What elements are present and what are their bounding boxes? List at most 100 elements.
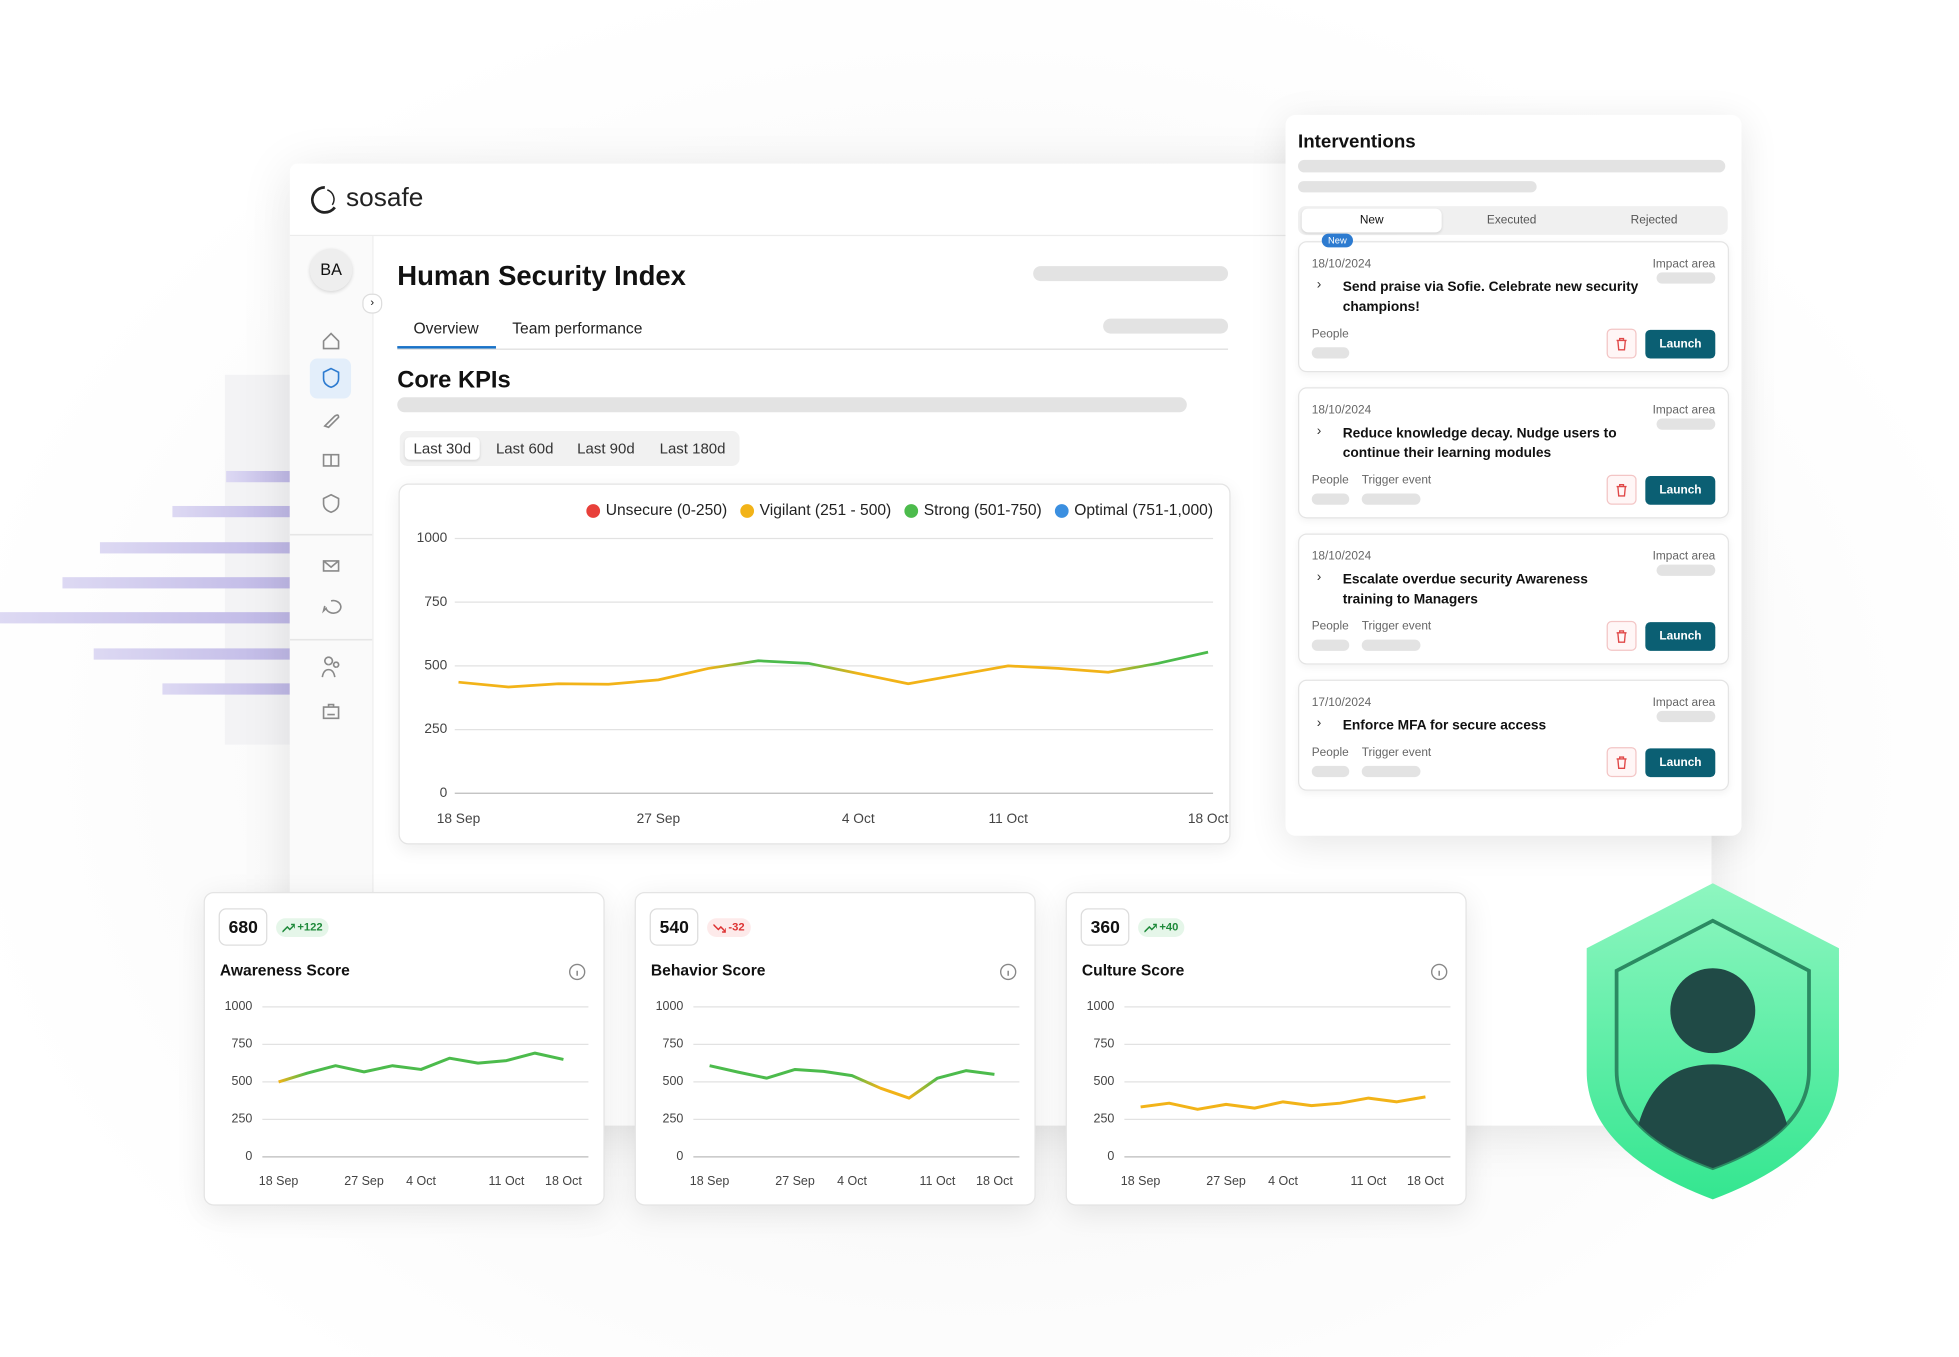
nav-chat[interactable]: [322, 599, 342, 614]
decor-bar: [162, 683, 290, 695]
delete-button[interactable]: [1606, 620, 1637, 651]
x-tick-label: 18 Oct: [545, 1174, 582, 1188]
nav-mail[interactable]: [322, 560, 340, 572]
trash-icon: [1616, 483, 1627, 497]
score-title: Behavior Score: [650, 961, 766, 980]
panel-tabs: New Executed Rejected: [1298, 206, 1728, 235]
nav-index[interactable]: [322, 367, 340, 389]
y-tick-label: 750: [1094, 1037, 1115, 1051]
score-value: 680: [218, 908, 268, 946]
range-chip[interactable]: Last 60d: [495, 439, 554, 458]
nav-teams[interactable]: [322, 703, 340, 720]
tab-rule: [397, 348, 1229, 350]
trash-icon: [1616, 755, 1627, 769]
decor-bar: [62, 577, 290, 589]
intervention-card: 18/10/2024 Impact area › Reduce knowledge d…: [1298, 387, 1730, 519]
legend-swatch: [904, 504, 919, 518]
x-tick-label: 18 Sep: [690, 1174, 730, 1188]
impact-label: Impact area: [1652, 403, 1716, 418]
legend-swatch: [586, 504, 601, 518]
tag: People: [1311, 327, 1350, 359]
tag-label: Trigger event: [1361, 619, 1432, 634]
legend-label: Vigilant (251 - 500): [760, 502, 892, 519]
expand-chevron[interactable]: ›: [1316, 569, 1322, 585]
backdrop: [224, 374, 290, 745]
change-pill: +122: [276, 918, 329, 937]
info-ring: [1000, 963, 1017, 981]
y-tick-label: 0: [245, 1149, 252, 1163]
legend-label: Unsecure (0-250): [606, 502, 727, 519]
trend-icon: [282, 923, 295, 933]
section-title: Core KPIs: [397, 367, 511, 394]
delete-button[interactable]: [1606, 328, 1637, 359]
skeleton: [1311, 347, 1350, 359]
launch-button[interactable]: Launch: [1645, 747, 1716, 777]
nav-home[interactable]: [322, 332, 340, 350]
expand-chevron[interactable]: ›: [1316, 715, 1322, 731]
trend-icon: [713, 923, 726, 933]
tag-label: People: [1311, 473, 1349, 488]
nav-users[interactable]: [321, 656, 340, 678]
panel-tab[interactable]: Rejected: [1630, 213, 1678, 228]
chart: 0 250 500 750 1000 18 Sep 27 Sep 4 Oct 11 Oct 18 …: [656, 999, 1020, 1188]
tags: People Trigger event: [1311, 619, 1432, 651]
card-row: People Trigger event Launch: [1311, 473, 1716, 505]
trash-icon: [1616, 337, 1627, 350]
score-value: 360: [1080, 908, 1130, 946]
launch-button[interactable]: Launch: [1645, 621, 1716, 651]
skeleton: [1103, 318, 1229, 334]
y-tick-label: 250: [424, 721, 447, 736]
score-value: 540: [649, 908, 699, 946]
y-tick-label: 1000: [417, 530, 448, 545]
collapse-toggle[interactable]: ›: [362, 293, 383, 314]
intervention-card: New 18/10/2024 Impact area › Send praise via…: [1298, 233, 1730, 373]
y-tick-label: 1000: [1087, 999, 1115, 1013]
card-row: 18/10/2024 Impact area: [1312, 550, 1716, 564]
x-tick-label: 18 Sep: [437, 811, 481, 826]
y-tick-label: 0: [1107, 1149, 1114, 1163]
decor-bar: [172, 505, 290, 518]
x-tick-label: 18 Sep: [1121, 1174, 1161, 1188]
avatar[interactable]: BA: [309, 248, 353, 292]
score-title: Culture Score: [1081, 961, 1185, 980]
expand-chevron[interactable]: ›: [1316, 277, 1322, 293]
nav-book[interactable]: [322, 453, 340, 467]
delete-button[interactable]: [1606, 747, 1637, 778]
card-row: › Escalate overdue security Awareness tra…: [1312, 564, 1716, 610]
x-tick-label: 27 Sep: [344, 1174, 384, 1188]
tag-label: People: [1311, 327, 1349, 342]
trash-shape: [1616, 629, 1627, 643]
launch-button[interactable]: Launch: [1645, 329, 1716, 358]
trend-arrow: [282, 923, 295, 933]
legend-label: Optimal (751-1,000): [1074, 502, 1213, 519]
panel-tab[interactable]: New: [1301, 208, 1442, 233]
range-chip[interactable]: Last 30d: [404, 437, 480, 460]
actions: Launch: [1606, 620, 1716, 651]
expand-chevron[interactable]: ›: [1316, 423, 1322, 439]
tag: People: [1311, 473, 1350, 505]
tab[interactable]: Team performance: [512, 319, 643, 338]
nav-rocket[interactable]: [323, 414, 340, 429]
skeleton: [1656, 564, 1716, 576]
x-tick-label: 18 Oct: [976, 1174, 1013, 1188]
nav-icons: [289, 332, 373, 720]
launch-button[interactable]: Launch: [1645, 475, 1716, 505]
intervention-list: New 18/10/2024 Impact area › Send praise via…: [1286, 233, 1742, 806]
y-tick-label: 250: [232, 1112, 253, 1126]
brand: sosafe: [346, 183, 424, 213]
range-chip[interactable]: Last 90d: [577, 439, 635, 458]
actions: Launch: [1606, 747, 1716, 778]
line: [709, 1064, 995, 1100]
intervention-title: Reduce knowledge decay. Nudge users to c…: [1342, 426, 1617, 461]
y-tick-label: 500: [663, 1074, 684, 1088]
skeleton: [1656, 418, 1716, 430]
x-tick-label: 4 Oct: [837, 1174, 867, 1188]
nav-shield[interactable]: [322, 493, 340, 514]
tab[interactable]: Overview: [413, 319, 479, 338]
trash-shape: [1616, 337, 1627, 350]
skeleton: [1656, 710, 1716, 723]
delete-button[interactable]: [1606, 474, 1637, 505]
panel-tab[interactable]: Executed: [1486, 213, 1537, 228]
legend-label: Strong (501-750): [924, 502, 1042, 519]
range-chip[interactable]: Last 180d: [659, 439, 726, 458]
